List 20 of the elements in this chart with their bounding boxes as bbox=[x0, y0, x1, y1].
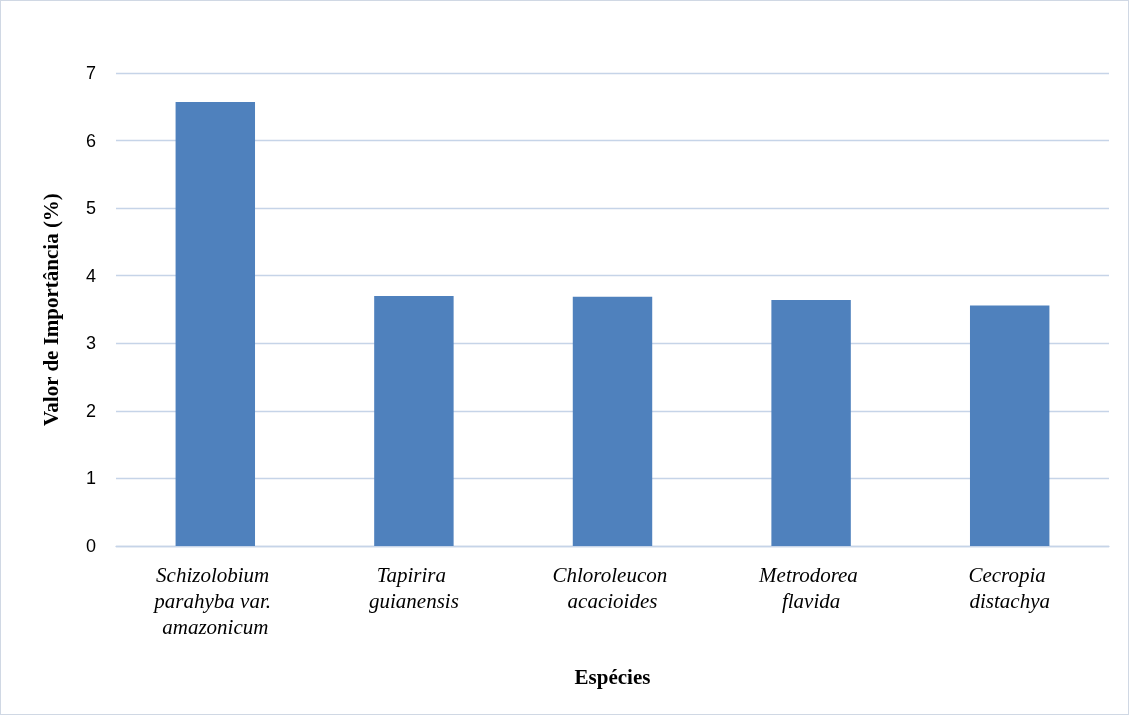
x-tick-label: Chloroleucon acacioides bbox=[552, 563, 673, 613]
y-axis-title: Valor de Importância (%) bbox=[38, 193, 63, 426]
y-tick-label: 3 bbox=[85, 333, 96, 354]
x-tick-label: Schizolobium parahyba var. amazonicum bbox=[152, 563, 277, 639]
y-tick-label: 4 bbox=[85, 265, 96, 286]
y-tick-label: 0 bbox=[85, 536, 96, 556]
y-tick-label: 6 bbox=[85, 130, 96, 151]
bar bbox=[374, 295, 454, 546]
y-tick-label: 1 bbox=[85, 468, 96, 489]
y-tick-label: 2 bbox=[85, 400, 96, 421]
bar bbox=[771, 300, 851, 546]
bar bbox=[175, 102, 256, 546]
bar bbox=[969, 305, 1050, 546]
x-tick-label: Tapirira guianensis bbox=[368, 563, 459, 613]
y-tick-label: 7 bbox=[85, 63, 96, 83]
x-tick-label: Metrodorea flavida bbox=[758, 563, 864, 613]
x-tick-label: Cecropia distachya bbox=[968, 563, 1052, 613]
x-axis-title: Espécies bbox=[574, 664, 651, 689]
bar bbox=[572, 296, 653, 546]
y-tick-label: 5 bbox=[85, 198, 96, 219]
